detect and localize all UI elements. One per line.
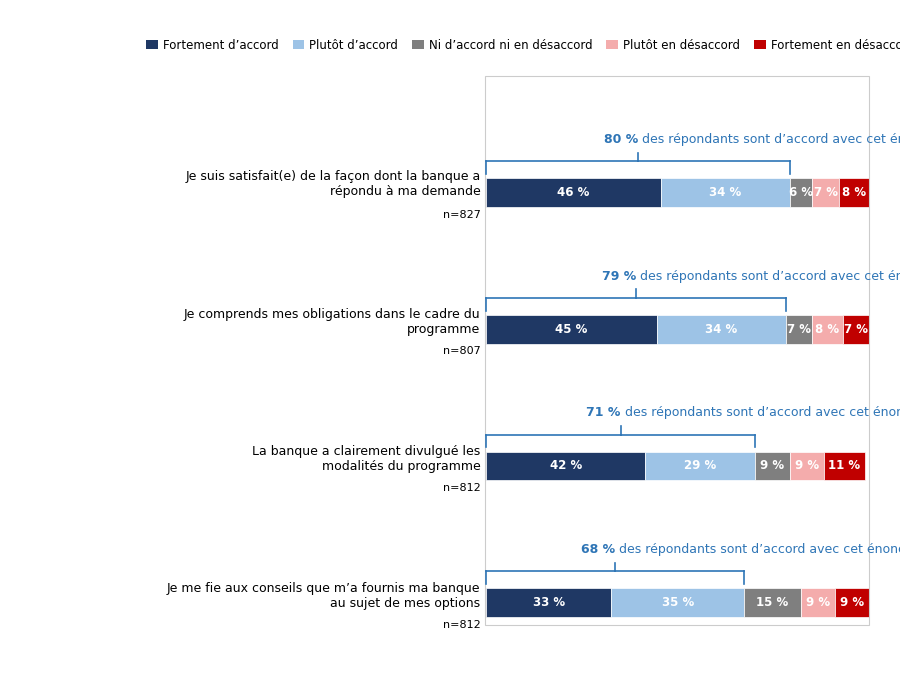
Text: 9 %: 9 % [806, 596, 830, 609]
Text: La banque a clairement divulgué les
modalités du programme: La banque a clairement divulgué les moda… [252, 445, 481, 473]
Text: 80 %: 80 % [604, 133, 638, 146]
Text: 71 %: 71 % [587, 406, 621, 419]
Text: des répondants sont d’accord avec cet énoncé: des répondants sont d’accord avec cet én… [638, 133, 900, 146]
Legend: Fortement d’accord, Plutôt d’accord, Ni d’accord ni en désaccord, Plutôt en désa: Fortement d’accord, Plutôt d’accord, Ni … [146, 38, 900, 51]
Text: des répondants sont d’accord avec cet énoncé: des répondants sont d’accord avec cet én… [621, 406, 900, 419]
Text: 35 %: 35 % [662, 596, 694, 609]
Bar [486, 452, 645, 480]
Bar [842, 315, 869, 344]
Bar [611, 588, 744, 617]
Bar [835, 588, 869, 617]
Text: Je comprends mes obligations dans le cadre du
programme: Je comprends mes obligations dans le cad… [184, 308, 481, 336]
Text: 7 %: 7 % [787, 323, 811, 335]
Text: 45 %: 45 % [555, 323, 588, 335]
Bar [824, 452, 866, 480]
Text: Je suis satisfait(e) de la façon dont la banque a
répondu à ma demande: Je suis satisfait(e) de la façon dont la… [185, 170, 481, 198]
Bar [744, 588, 801, 617]
Text: 11 %: 11 % [829, 460, 860, 472]
Text: n=827: n=827 [443, 210, 481, 220]
Text: 7 %: 7 % [844, 323, 868, 335]
Text: 8 %: 8 % [815, 323, 840, 335]
Bar [486, 315, 657, 344]
Text: 9 %: 9 % [795, 460, 819, 472]
Bar [789, 178, 813, 207]
Text: n=807: n=807 [443, 346, 481, 356]
Bar [786, 315, 813, 344]
Bar [839, 178, 869, 207]
Text: 79 %: 79 % [602, 269, 636, 283]
Text: 15 %: 15 % [756, 596, 788, 609]
Text: des répondants sont d’accord avec cet énoncé: des répondants sont d’accord avec cet én… [636, 269, 900, 283]
Bar [789, 452, 824, 480]
Bar [657, 315, 786, 344]
Text: n=812: n=812 [443, 483, 481, 493]
Text: des répondants sont d’accord avec cet énoncé: des répondants sont d’accord avec cet én… [615, 543, 900, 556]
Bar [813, 178, 839, 207]
Text: 9 %: 9 % [840, 596, 864, 609]
Text: 29 %: 29 % [684, 460, 716, 472]
Bar [486, 588, 611, 617]
Text: n=812: n=812 [443, 620, 481, 630]
Text: 34 %: 34 % [706, 323, 737, 335]
Text: 46 %: 46 % [557, 186, 590, 199]
Bar [813, 315, 842, 344]
Text: 8 %: 8 % [842, 186, 866, 199]
Text: 68 %: 68 % [581, 543, 615, 556]
Text: 7 %: 7 % [814, 186, 838, 199]
Bar [801, 588, 835, 617]
Text: 6 %: 6 % [789, 186, 813, 199]
Text: 9 %: 9 % [760, 460, 785, 472]
Bar [755, 452, 789, 480]
Text: 34 %: 34 % [709, 186, 742, 199]
Text: 33 %: 33 % [533, 596, 565, 609]
Text: 42 %: 42 % [550, 460, 582, 472]
Bar [645, 452, 755, 480]
Text: Je me fie aux conseils que m’a fournis ma banque
au sujet de mes options: Je me fie aux conseils que m’a fournis m… [166, 582, 481, 610]
Bar [661, 178, 789, 207]
Bar [486, 178, 661, 207]
